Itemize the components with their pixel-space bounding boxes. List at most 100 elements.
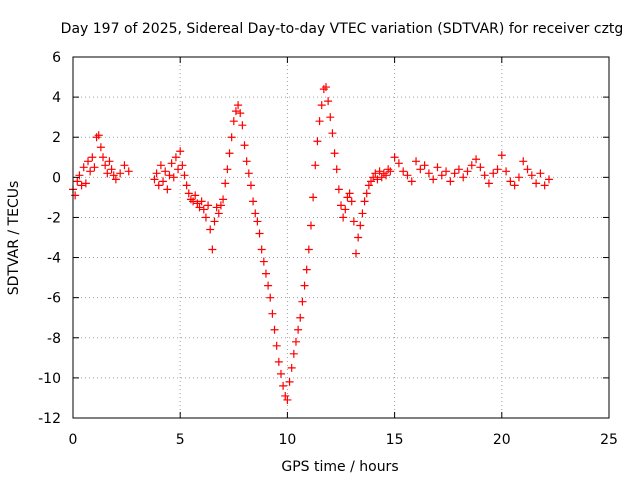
data-point (424, 169, 433, 178)
data-point (105, 157, 114, 166)
axis-ticks: -12 -10 -8 -6 -4 -2 0 2 4 6 0 5 10 15 20 25 (38, 50, 618, 448)
data-point (223, 165, 232, 174)
data-point (379, 169, 388, 178)
data-point (463, 167, 472, 176)
data-point (298, 297, 307, 306)
data-point (287, 363, 296, 372)
data-point (279, 381, 288, 390)
x-tick-label: 20 (493, 432, 511, 448)
data-point (514, 173, 523, 182)
data-point (407, 177, 416, 186)
data-point (283, 395, 292, 404)
data-point (386, 167, 395, 176)
data-point (150, 175, 159, 184)
data-point (154, 181, 163, 190)
data-point (240, 141, 249, 150)
data-point (523, 165, 532, 174)
data-point (289, 349, 298, 358)
data-point (519, 157, 528, 166)
data-point (231, 107, 240, 116)
data-point (489, 169, 498, 178)
data-point (186, 195, 195, 204)
data-point (234, 101, 243, 110)
data-point (274, 357, 283, 366)
y-tick-label: -8 (47, 331, 61, 347)
data-point (88, 153, 97, 162)
data-point (184, 189, 193, 198)
data-point (332, 165, 341, 174)
data-point (324, 97, 333, 106)
data-point (109, 171, 118, 180)
data-point (347, 197, 356, 206)
data-point (442, 167, 451, 176)
data-point (390, 153, 399, 162)
data-point (437, 171, 446, 180)
x-tick-label: 0 (69, 432, 78, 448)
data-point (249, 197, 258, 206)
data-point (96, 143, 105, 152)
data-point (178, 161, 187, 170)
data-point (484, 179, 493, 188)
data-point (311, 161, 320, 170)
plot-frame (72, 56, 610, 419)
y-tick-label: -12 (38, 411, 61, 427)
data-point (367, 177, 376, 186)
y-axis-label: SDTVAR / TECUs (6, 181, 22, 296)
data-point (242, 157, 251, 166)
data-point (107, 165, 116, 174)
data-point (497, 151, 506, 160)
data-point (124, 167, 133, 176)
data-point (510, 181, 519, 190)
data-point (506, 177, 515, 186)
data-point (259, 257, 268, 266)
data-point (371, 169, 380, 178)
chart-title: Day 197 of 2025, Sidereal Day-to-day VTE… (61, 21, 624, 37)
data-point (502, 167, 511, 176)
data-point (467, 161, 476, 170)
data-point (156, 161, 165, 170)
data-point (111, 175, 120, 184)
data-point (403, 171, 412, 180)
data-point (429, 175, 438, 184)
data-point (176, 147, 185, 156)
data-point (116, 169, 125, 178)
data-point (480, 171, 489, 180)
data-point (375, 167, 384, 176)
data-point (377, 173, 386, 182)
data-point (238, 121, 247, 130)
data-point (373, 175, 382, 184)
data-point (236, 109, 245, 118)
data-point (296, 313, 305, 322)
data-point (201, 213, 210, 222)
data-point (321, 83, 330, 92)
data-point (317, 101, 326, 110)
y-tick-label: -10 (38, 371, 61, 387)
data-point (319, 85, 328, 94)
data-point (90, 163, 99, 172)
data-point (272, 341, 281, 350)
data-point (446, 177, 455, 186)
grid-lines (73, 57, 609, 418)
data-point (255, 229, 264, 238)
data-point (416, 165, 425, 174)
data-point (195, 203, 204, 212)
data-point (343, 193, 352, 202)
data-point (79, 163, 88, 172)
data-point (120, 161, 129, 170)
data-point (302, 265, 311, 274)
data-points (69, 83, 553, 404)
data-point (536, 169, 545, 178)
data-point (339, 213, 348, 222)
data-point (75, 171, 84, 180)
data-point (261, 269, 270, 278)
data-point (540, 181, 549, 190)
data-point (221, 179, 230, 188)
data-point (219, 195, 228, 204)
data-point (84, 157, 93, 166)
data-point (356, 221, 365, 230)
data-point (527, 171, 536, 180)
data-point (229, 117, 238, 126)
data-point (472, 155, 481, 164)
data-point (382, 171, 391, 180)
data-point (174, 165, 183, 174)
